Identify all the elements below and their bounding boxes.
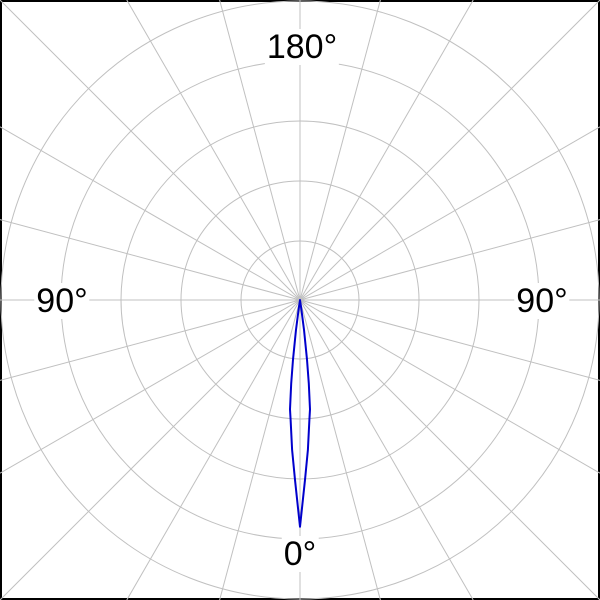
series-curve bbox=[289, 299, 311, 528]
angle-label-90-right: 90° bbox=[514, 282, 570, 320]
angle-label-90-left: 90° bbox=[34, 282, 90, 320]
angle-label-180: 180° bbox=[264, 28, 340, 66]
angle-label-0: 0° bbox=[281, 535, 319, 573]
